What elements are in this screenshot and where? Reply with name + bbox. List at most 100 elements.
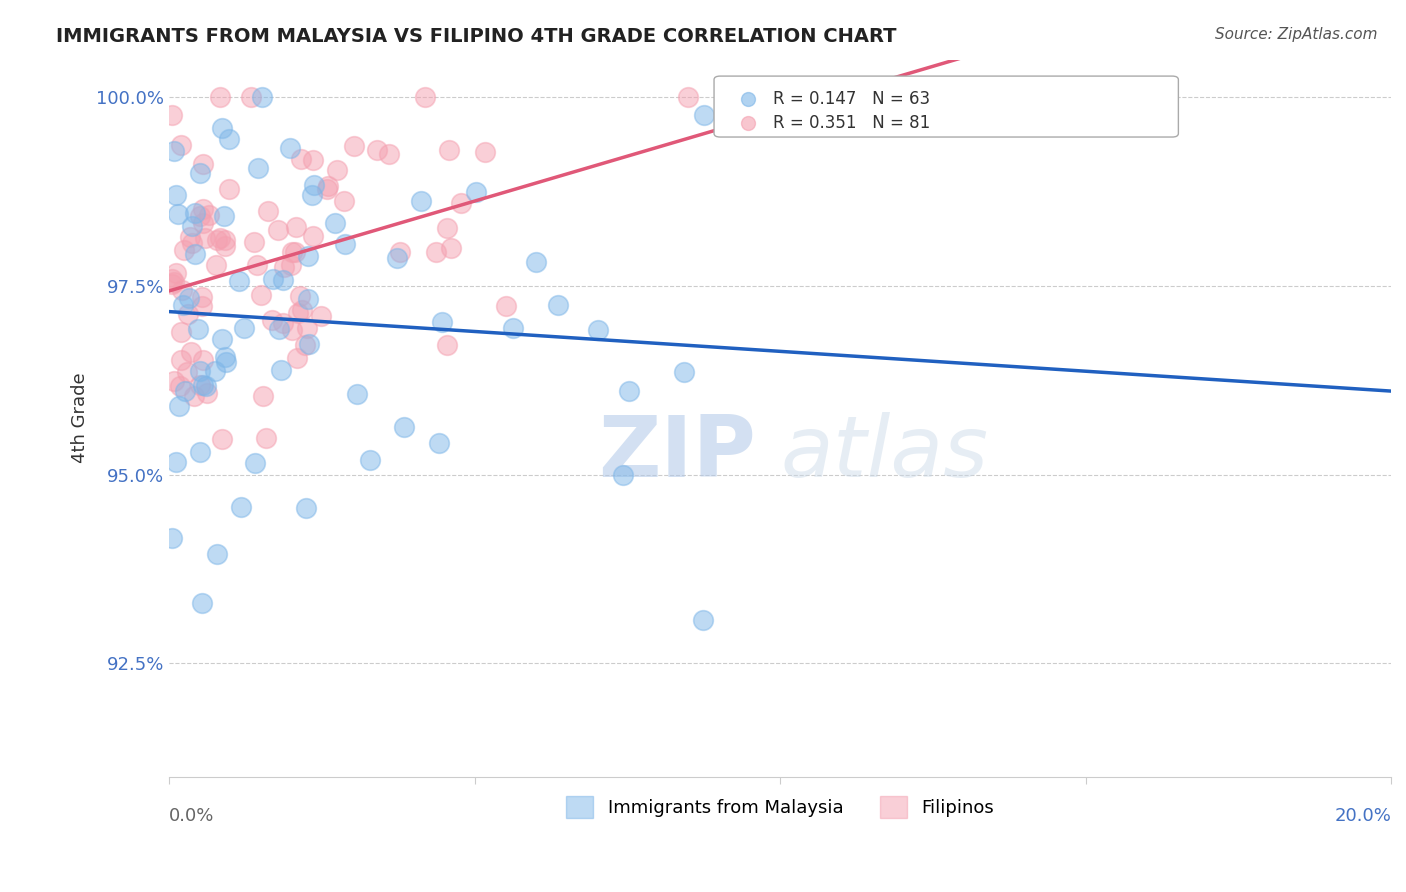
Point	[257, 203, 280, 218]
Point	[366, 143, 388, 157]
Point	[169, 399, 191, 413]
Point	[240, 90, 263, 104]
Point	[271, 273, 294, 287]
Point	[243, 235, 266, 249]
Point	[672, 365, 695, 379]
Point	[183, 389, 205, 403]
Point	[170, 137, 193, 152]
Point	[309, 309, 332, 323]
Point	[450, 195, 472, 210]
Point	[269, 322, 291, 336]
Point	[254, 431, 277, 445]
Point	[173, 243, 195, 257]
Point	[302, 178, 325, 193]
Legend: Immigrants from Malaysia, Filipinos: Immigrants from Malaysia, Filipinos	[560, 789, 1001, 825]
Point	[163, 275, 186, 289]
Point	[378, 147, 401, 161]
Point	[160, 277, 183, 292]
Point	[198, 208, 221, 222]
Point	[169, 325, 191, 339]
Point	[302, 228, 325, 243]
Point	[184, 206, 207, 220]
Point	[415, 90, 437, 104]
Point	[474, 145, 496, 160]
Point	[385, 251, 408, 265]
Point	[195, 385, 218, 400]
Point	[204, 364, 226, 378]
Point	[162, 374, 184, 388]
Point	[676, 90, 699, 104]
Point	[316, 182, 339, 196]
Point	[211, 332, 233, 346]
Text: ZIP: ZIP	[598, 412, 755, 495]
Point	[250, 90, 273, 104]
Point	[437, 143, 460, 157]
Point	[389, 244, 412, 259]
Text: R = 0.351   N = 81: R = 0.351 N = 81	[773, 113, 929, 132]
Point	[218, 132, 240, 146]
Point	[502, 320, 524, 334]
Point	[160, 108, 183, 122]
Point	[205, 258, 228, 272]
Point	[193, 202, 215, 217]
Point	[191, 157, 214, 171]
Point	[165, 454, 187, 468]
Point	[586, 323, 609, 337]
Point	[298, 337, 321, 351]
Point	[245, 457, 267, 471]
Text: atlas: atlas	[780, 412, 988, 495]
Point	[160, 272, 183, 286]
Point	[280, 323, 302, 337]
Point	[187, 322, 209, 336]
Point	[165, 187, 187, 202]
Text: 0.0%: 0.0%	[169, 806, 215, 825]
Point	[160, 531, 183, 545]
Point	[693, 108, 716, 122]
Point	[333, 194, 356, 208]
Y-axis label: 4th Grade: 4th Grade	[72, 373, 89, 463]
Point	[495, 299, 517, 313]
Point	[260, 313, 283, 327]
Point	[285, 351, 308, 366]
Point	[617, 384, 640, 399]
Point	[229, 500, 252, 514]
Point	[411, 194, 433, 209]
Point	[246, 161, 269, 175]
Point	[297, 249, 319, 263]
Point	[278, 141, 301, 155]
Point	[430, 315, 453, 329]
Point	[215, 355, 238, 369]
Point	[333, 237, 356, 252]
Point	[326, 163, 349, 178]
Point	[184, 247, 207, 261]
Point	[214, 209, 236, 223]
Point	[191, 216, 214, 230]
Text: R = 0.147   N = 63: R = 0.147 N = 63	[773, 90, 929, 108]
Point	[284, 219, 307, 234]
Point	[280, 258, 302, 272]
Point	[214, 233, 236, 247]
Point	[177, 292, 200, 306]
Point	[288, 289, 311, 303]
Point	[208, 90, 231, 104]
Point	[425, 244, 447, 259]
Point	[346, 387, 368, 401]
Point	[207, 547, 229, 561]
Point	[211, 433, 233, 447]
Point	[294, 338, 316, 352]
Point	[301, 153, 323, 167]
Point	[301, 187, 323, 202]
Point	[290, 152, 312, 166]
Point	[284, 245, 307, 260]
Point	[270, 363, 292, 377]
Point	[177, 307, 200, 321]
Point	[180, 344, 202, 359]
Point	[188, 445, 211, 459]
Point	[297, 292, 319, 306]
Point	[267, 223, 290, 237]
Point	[167, 207, 190, 221]
Point	[359, 453, 381, 467]
Point	[181, 235, 204, 250]
Text: Source: ZipAtlas.com: Source: ZipAtlas.com	[1215, 27, 1378, 42]
Point	[233, 321, 256, 335]
